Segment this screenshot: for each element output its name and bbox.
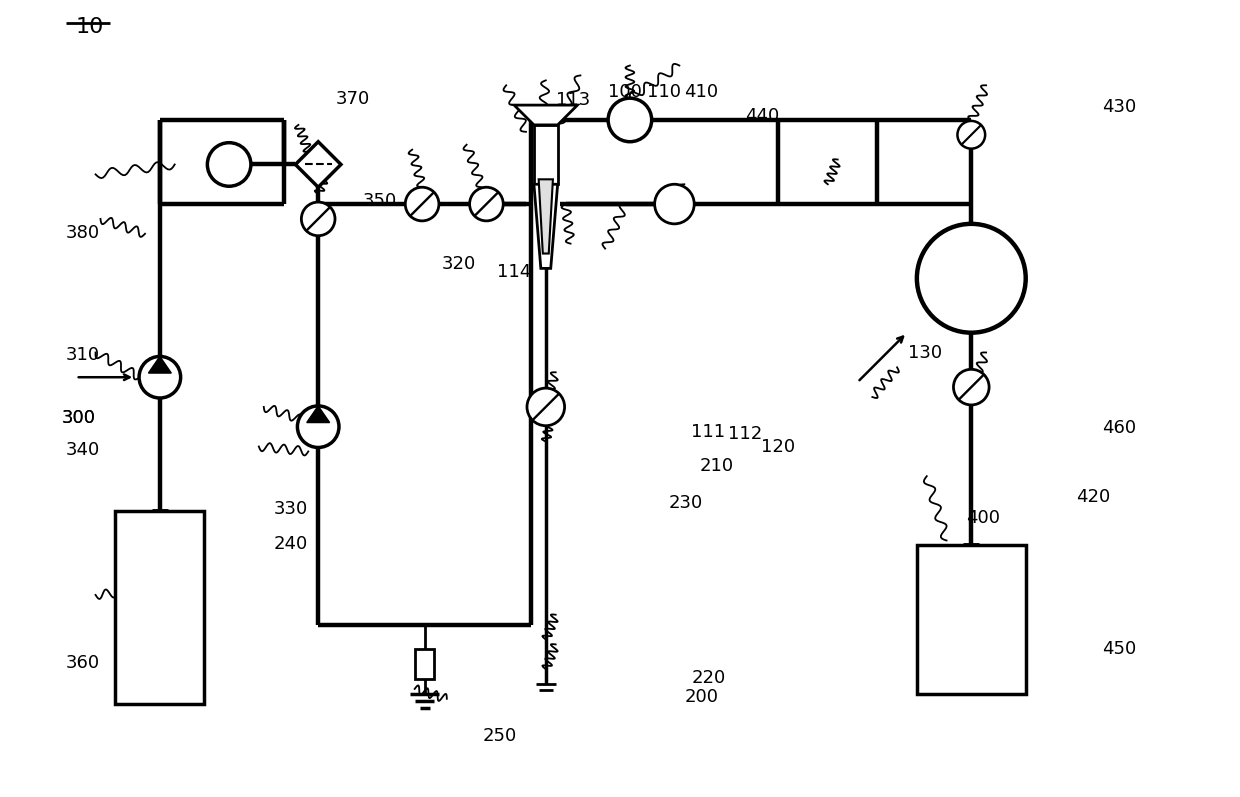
Text: 360: 360 [66,654,99,672]
Circle shape [916,224,1025,332]
Circle shape [954,369,990,405]
Circle shape [298,406,339,447]
Text: 113: 113 [557,92,590,109]
Polygon shape [534,184,558,269]
Bar [414,650,434,679]
Polygon shape [306,406,330,422]
Text: 10: 10 [76,18,104,37]
Text: 410: 410 [683,84,718,101]
Circle shape [655,184,694,224]
Circle shape [470,187,503,221]
Circle shape [608,98,652,142]
Text: 350: 350 [362,192,397,210]
Bar [534,125,558,184]
Text: 430: 430 [1102,98,1137,116]
Text: 420: 420 [1076,488,1111,506]
Text: 110: 110 [647,84,681,101]
Circle shape [301,202,335,236]
Polygon shape [149,356,171,373]
Text: 400: 400 [966,509,999,528]
Text: 111: 111 [691,422,725,441]
Text: 300: 300 [62,409,95,427]
Text: 114: 114 [497,263,532,281]
Bar [115,511,205,704]
Circle shape [207,143,250,186]
Polygon shape [295,142,341,187]
Polygon shape [515,105,578,125]
Circle shape [139,356,181,398]
Text: 240: 240 [274,536,309,553]
Polygon shape [538,179,553,253]
Text: 200: 200 [684,688,719,705]
Text: 460: 460 [1102,419,1136,438]
Circle shape [527,388,564,426]
Text: 250: 250 [482,727,517,745]
Text: 330: 330 [274,500,309,518]
Text: 440: 440 [745,107,780,125]
Text: 340: 340 [66,441,99,459]
Circle shape [405,187,439,221]
Text: 320: 320 [443,255,476,273]
Text: 450: 450 [1102,640,1137,658]
Text: 380: 380 [66,224,99,241]
Text: 370: 370 [335,90,370,108]
Text: 470: 470 [976,620,1011,638]
Text: 210: 210 [699,457,734,474]
Text: 100: 100 [608,84,641,101]
Bar [916,545,1025,694]
Text: 120: 120 [761,438,795,457]
Text: 112: 112 [728,425,763,443]
Text: 300: 300 [62,409,95,427]
Text: 130: 130 [909,344,942,362]
Circle shape [957,121,985,148]
Text: 230: 230 [670,493,703,512]
Text: 220: 220 [691,669,725,688]
Text: 310: 310 [66,346,99,364]
